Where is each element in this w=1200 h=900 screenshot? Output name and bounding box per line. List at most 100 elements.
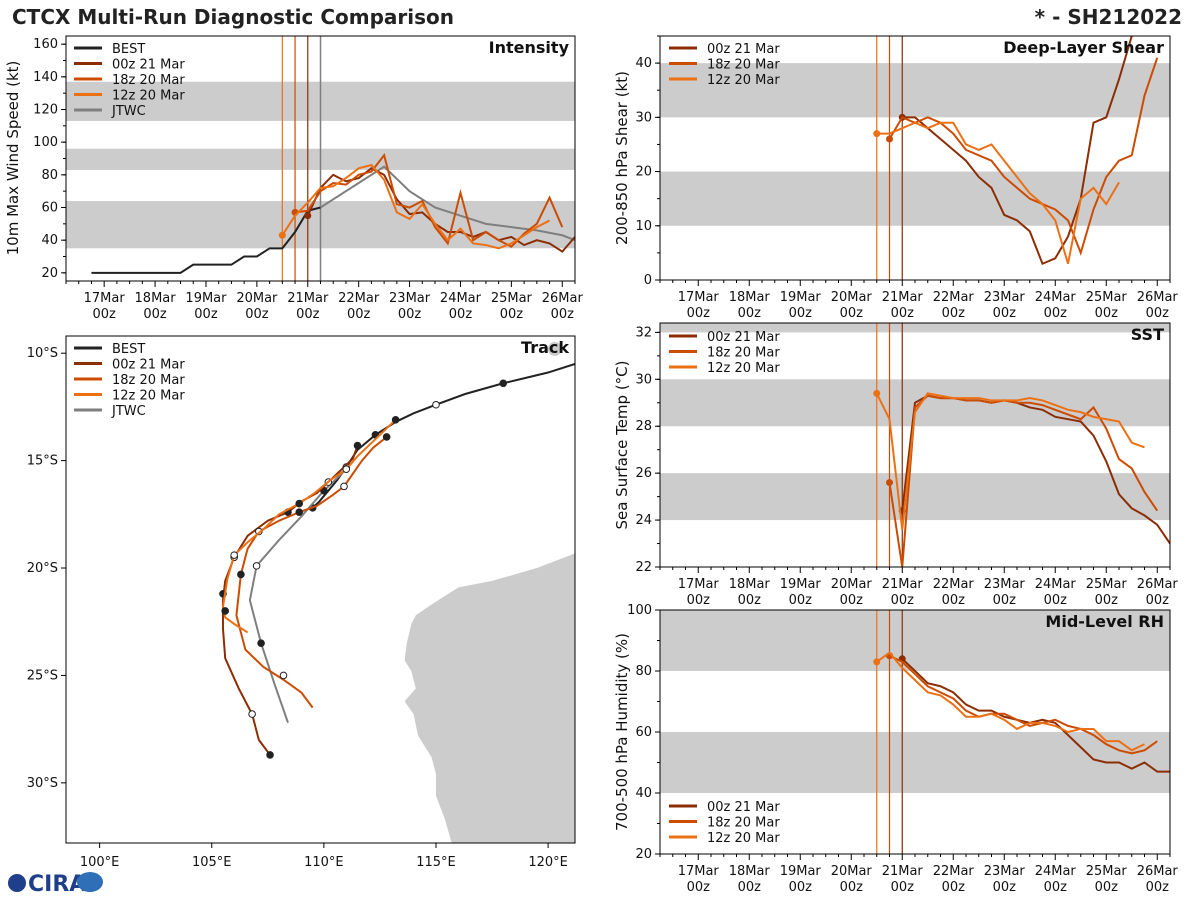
intensity-legend-label: 18z 20 Mar	[112, 73, 185, 88]
shear-xtick-label: 26Mar	[1137, 290, 1179, 305]
rh-xtick-label: 23Mar	[984, 864, 1026, 879]
sst-xtick-label: 26Mar	[1137, 577, 1179, 592]
intensity-xtick-label: 00z	[398, 307, 422, 322]
shear-ytick-label: 40	[635, 56, 652, 71]
shear-xtick-label: 00z	[840, 306, 864, 321]
shear-legend-label: 12z 20 Mar	[707, 73, 780, 88]
sst-ytick-label: 30	[635, 372, 652, 387]
sst-ylabel: Sea Surface Temp (°C)	[613, 360, 631, 529]
shear-ytick-label: 30	[635, 110, 652, 125]
sst-legend-label: 00z 21 Mar	[707, 330, 780, 345]
track-panel: 100°E 105°E 110°E 115°E 120°E 10°S 15°S 20°S 25°…	[27, 335, 576, 870]
shear-ytick-label: 20	[635, 165, 652, 180]
rh-xtick-label: 25Mar	[1086, 864, 1128, 879]
sst-xtick-label: 00z	[1146, 593, 1170, 608]
intensity-panel: 2040608010012014016017Mar00z18Mar00z19Ma…	[4, 35, 584, 322]
track-position-marker	[248, 710, 256, 718]
sst-legend-label: 12z 20 Mar	[707, 361, 780, 376]
shear-xtick-label: 21Mar	[882, 290, 924, 305]
intensity-xtick-label: 00z	[194, 307, 218, 322]
shear-xtick-label: 24Mar	[1035, 290, 1077, 305]
rh-xtick-label: 22Mar	[933, 864, 975, 879]
sst-ytick-label: 24	[635, 513, 652, 528]
track-position-marker	[279, 671, 288, 680]
sst-xtick-label: 18Mar	[729, 577, 771, 592]
sst-series-line	[875, 392, 1145, 530]
shear-init-marker	[886, 135, 893, 143]
sst-init-marker	[873, 389, 881, 397]
sst-xtick-label: 00z	[840, 593, 864, 608]
sst-xtick-label: 00z	[738, 593, 762, 608]
shear-band	[660, 63, 1170, 118]
track-position-marker	[221, 607, 230, 615]
intensity-xtick-label: 26Mar	[542, 291, 584, 306]
track-legend-label: 12z 20 Mar	[112, 389, 185, 404]
rh-xtick-label: 00z	[891, 880, 915, 895]
shear-xtick-label: 00z	[789, 306, 813, 321]
sst-xtick-label: 24Mar	[1035, 577, 1077, 592]
rh-band	[660, 732, 1170, 793]
rh-xtick-label: 00z	[789, 880, 813, 895]
intensity-xtick-label: 20Mar	[236, 291, 278, 306]
rh-ylabel: 700-500 hPa Humidity (%)	[613, 633, 631, 831]
island-landmass	[547, 341, 562, 356]
shear-ylabel: 200-850 hPa Shear (kt)	[613, 71, 631, 245]
sst-ytick-label: 28	[635, 419, 652, 434]
track-ytick-label: 30°S	[27, 776, 58, 791]
logo-globe-icon	[8, 874, 26, 892]
rh-xtick-label: 00z	[687, 880, 711, 895]
sst-ytick-label: 32	[635, 325, 652, 340]
sst-xtick-label: 00z	[942, 593, 966, 608]
track-position-marker	[237, 570, 245, 579]
shear-xtick-label: 00z	[1146, 306, 1170, 321]
rh-xtick-label: 26Mar	[1137, 864, 1179, 879]
shear-panel: 01020304017Mar00z18Mar00z19Mar00z20Mar00…	[613, 35, 1179, 321]
rh-xtick-label: 19Mar	[780, 864, 822, 879]
rh-ytick-label: 20	[635, 847, 652, 862]
intensity-xtick-label: 17Mar	[84, 291, 126, 306]
rh-xtick-label: 24Mar	[1035, 864, 1077, 879]
intensity-title: Intensity	[489, 38, 570, 57]
track-position-marker	[391, 415, 400, 424]
intensity-xtick-label: 23Mar	[389, 291, 431, 306]
rh-ytick-label: 100	[627, 603, 652, 618]
track-xtick-label: 115°E	[416, 855, 456, 870]
shear-title: Deep-Layer Shear	[1003, 38, 1164, 57]
sst-band	[660, 323, 1170, 333]
sst-title: SST	[1131, 325, 1164, 344]
shear-ytick-label: 10	[635, 219, 652, 234]
rh-band	[660, 610, 1170, 671]
logo-text: CIRA	[28, 872, 86, 897]
intensity-ylabel: 10m Max Wind Speed (kt)	[4, 61, 22, 256]
sst-band	[660, 473, 1170, 521]
rh-xtick-label: 00z	[942, 880, 966, 895]
track-legend-label: 00z 21 Mar	[112, 358, 185, 373]
shear-ytick-label: 0	[644, 273, 652, 288]
rh-xtick-label: 00z	[993, 880, 1017, 895]
rh-legend-label: 00z 21 Mar	[707, 800, 780, 815]
intensity-legend-label: 12z 20 Mar	[112, 89, 185, 104]
shear-xtick-label: 22Mar	[933, 290, 975, 305]
sst-xtick-label: 19Mar	[780, 577, 822, 592]
track-position-marker	[257, 639, 265, 648]
intensity-legend-label: 00z 21 Mar	[112, 58, 185, 73]
intensity-ytick-label: 120	[33, 103, 58, 118]
shear-xtick-label: 00z	[891, 306, 915, 321]
track-position-marker	[230, 551, 238, 559]
sst-xtick-label: 21Mar	[882, 577, 924, 592]
rh-ytick-label: 60	[635, 725, 652, 740]
track-position-marker	[432, 400, 440, 409]
track-line	[311, 362, 575, 509]
intensity-xtick-label: 00z	[449, 307, 473, 322]
shear-xtick-label: 17Mar	[678, 290, 720, 305]
track-line	[248, 468, 347, 724]
shear-series-line	[902, 36, 1135, 266]
intensity-ytick-label: 140	[33, 70, 58, 85]
shear-xtick-label: 00z	[942, 306, 966, 321]
track-ytick-label: 15°S	[27, 454, 58, 469]
track-position-marker	[340, 482, 348, 491]
intensity-ytick-label: 60	[41, 201, 58, 216]
shear-band	[660, 171, 1170, 226]
intensity-legend-label: BEST	[112, 42, 145, 57]
